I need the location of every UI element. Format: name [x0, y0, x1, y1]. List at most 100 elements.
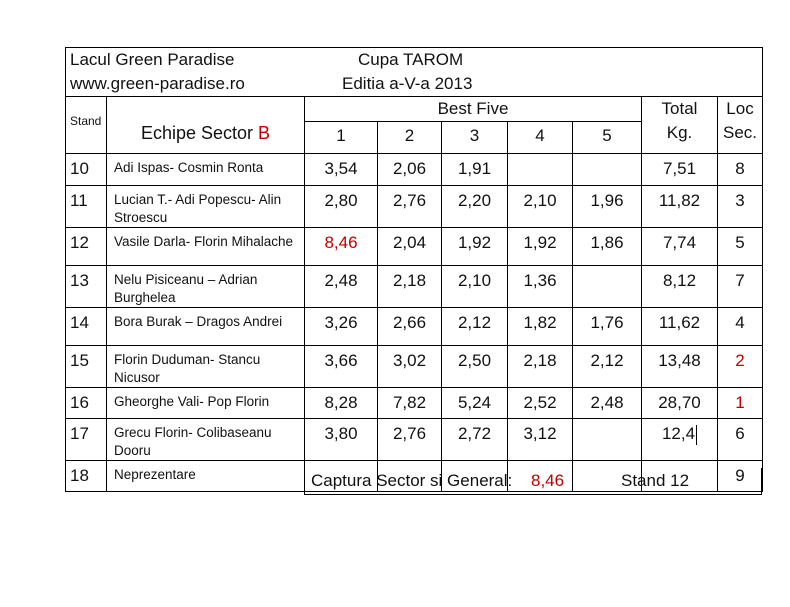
- catch-weight: 1,82: [507, 307, 573, 346]
- catch-col-header: 1: [304, 121, 378, 154]
- text-cursor: [696, 424, 698, 445]
- catch-weight: 1,86: [572, 227, 642, 266]
- catch-weight: 8,46: [304, 227, 378, 266]
- team-name: Neprezentare: [106, 460, 305, 492]
- sector-rank: 3: [717, 185, 763, 228]
- sector-rank: 4: [717, 307, 763, 346]
- team-name: Nelu Pisiceanu – Adrian Burghelea: [106, 265, 305, 308]
- total-label: Total: [661, 99, 698, 118]
- table-row: 13 Nelu Pisiceanu – Adrian Burghelea 2,48 2…: [65, 265, 763, 308]
- total-value: 8,12: [662, 271, 697, 290]
- stand-number: 11: [65, 185, 107, 228]
- total-weight: 28,70: [641, 387, 718, 419]
- total-value: 7,51: [662, 159, 697, 178]
- team-name: Florin Duduman- Stancu Nicusor: [106, 345, 305, 388]
- results-table: Lacul Green Paradise www.green-paradise.…: [65, 47, 763, 492]
- catch-weight: 2,10: [507, 185, 573, 228]
- table-row: 17 Grecu Florin- Colibaseanu Dooru 3,80 2,7…: [65, 418, 763, 461]
- stand-number: 12: [65, 227, 107, 266]
- catch-weight: 2,76: [377, 185, 442, 228]
- sector-rank: 2: [717, 345, 763, 388]
- cup-name: Cupa TAROM: [358, 50, 464, 69]
- team-name: Grecu Florin- Colibaseanu Dooru: [106, 418, 305, 461]
- sector-rank: 1: [717, 387, 763, 419]
- table-row: 12 Vasile Darla- Florin Mihalache 8,46 2,04…: [65, 227, 763, 266]
- teams-label: Echipe Sector: [140, 123, 254, 143]
- catch-weight: 2,50: [441, 345, 508, 388]
- venue-name: Lacul Green Paradise: [70, 50, 235, 69]
- catch-weight: 3,26: [304, 307, 378, 346]
- sector-letter: B: [258, 123, 271, 143]
- table-row: 11 Lucian T.- Adi Popescu- Alin Stroescu 2…: [65, 185, 763, 228]
- catch-weight: 2,72: [441, 418, 508, 461]
- catch-weight: 2,20: [441, 185, 508, 228]
- table-row: 16 Gheorghe Vali- Pop Florin 8,28 7,82 5,24 2…: [65, 387, 763, 419]
- total-weight: [641, 460, 718, 492]
- total-value: 7,74: [662, 233, 697, 252]
- catch-weight: 1,92: [507, 227, 573, 266]
- stand-number: 14: [65, 307, 107, 346]
- catch-weight: 2,48: [304, 265, 378, 308]
- catch-weight: 3,12: [507, 418, 573, 461]
- catch-weight: 2,18: [507, 345, 573, 388]
- table-row: 10 Adi Ispas- Cosmin Ronta 3,54 2,06 1,91 7,5…: [65, 153, 763, 186]
- catch-weight: [304, 460, 378, 492]
- total-value: 13,48: [658, 351, 701, 370]
- sec-label: Sec.: [722, 123, 758, 142]
- stand-number: 13: [65, 265, 107, 308]
- catch-weight: 3,80: [304, 418, 378, 461]
- team-name: Bora Burak – Dragos Andrei: [106, 307, 305, 346]
- total-weight: 8,12: [641, 265, 718, 308]
- teams-header: Echipe Sector B: [106, 96, 305, 154]
- catch-weight: 2,76: [377, 418, 442, 461]
- total-header: Total Kg.: [641, 96, 718, 154]
- loc-label: Loc: [726, 99, 754, 118]
- catch-weight: [572, 153, 642, 186]
- catch-weight: 2,04: [377, 227, 442, 266]
- title-block: Lacul Green Paradise www.green-paradise.…: [65, 47, 763, 97]
- team-name: Lucian T.- Adi Popescu- Alin Stroescu: [106, 185, 305, 228]
- total-weight: 11,62: [641, 307, 718, 346]
- team-name: Vasile Darla- Florin Mihalache: [106, 227, 305, 266]
- catch-weight: 2,18: [377, 265, 442, 308]
- caption-label: Captura Sector si General:: [311, 471, 513, 490]
- catch-weight: 2,66: [377, 307, 442, 346]
- stand-number: 18: [65, 460, 107, 492]
- table-row: 15 Florin Duduman- Stancu Nicusor 3,66 3,02…: [65, 345, 763, 388]
- sector-rank: 8: [717, 153, 763, 186]
- catch-weight: 2,06: [377, 153, 442, 186]
- catch-weight: [572, 460, 642, 492]
- total-value: 12,4: [661, 424, 696, 443]
- total-value: 11,82: [658, 191, 701, 210]
- caption-stand: Stand 12: [621, 471, 690, 490]
- catch-weight: 2,12: [572, 345, 642, 388]
- catch-col-header: 5: [572, 121, 642, 154]
- catch-weight: [507, 153, 573, 186]
- table-row: 14 Bora Burak – Dragos Andrei 3,26 2,66 2,12…: [65, 307, 763, 346]
- catch-weight: 3,66: [304, 345, 378, 388]
- catch-weight: 2,12: [441, 307, 508, 346]
- sector-rank: 9: [717, 460, 763, 492]
- catch-weight: 1,36: [507, 265, 573, 308]
- catch-weight: 2,10: [441, 265, 508, 308]
- catch-weight: [572, 418, 642, 461]
- stand-header: Stand: [65, 96, 107, 154]
- sector-rank: 6: [717, 418, 763, 461]
- team-name: Adi Ispas- Cosmin Ronta: [106, 153, 305, 186]
- website: www.green-paradise.ro: [70, 74, 245, 93]
- stand-number: 15: [65, 345, 107, 388]
- stand-number: 10: [65, 153, 107, 186]
- team-name: Gheorghe Vali- Pop Florin: [106, 387, 305, 419]
- total-value: 28,70: [658, 393, 701, 412]
- total-weight: 7,51: [641, 153, 718, 186]
- edition: Editia a-V-a 2013: [342, 74, 473, 93]
- catch-weight: 1,76: [572, 307, 642, 346]
- best-five-header: Best Five: [304, 96, 642, 122]
- catch-weight: 1,96: [572, 185, 642, 228]
- loc-header: Loc Sec.: [717, 96, 763, 154]
- catch-weight: 7,82: [377, 387, 442, 419]
- kg-label: Kg.: [666, 123, 693, 142]
- sector-catch-summary: Captura Sector si General: 8,46 Stand 12: [304, 468, 762, 495]
- catch-col-header: 4: [507, 121, 573, 154]
- sector-rank: 7: [717, 265, 763, 308]
